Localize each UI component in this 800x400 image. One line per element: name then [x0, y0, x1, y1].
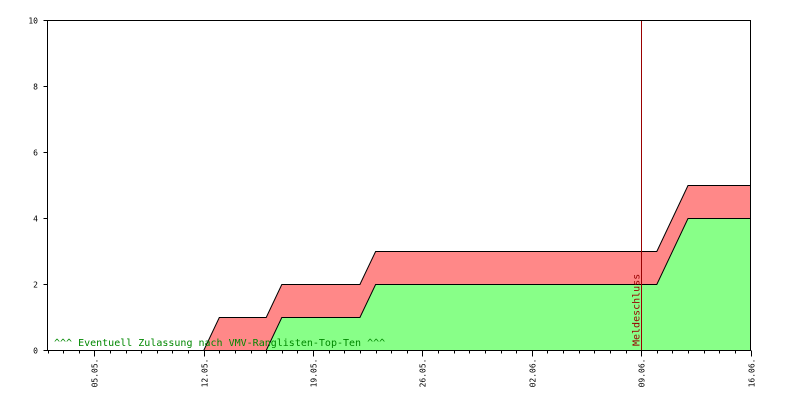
y-tick-label: 4: [33, 215, 38, 224]
y-tick-label: 10: [28, 17, 38, 26]
x-tick-label: 16.06.: [748, 359, 757, 388]
y-tick-label: 0: [33, 347, 38, 356]
x-tick-label: 19.05.: [310, 359, 319, 388]
deadline-marker: Meldeschluss: [632, 20, 643, 351]
plot-frame: [47, 20, 751, 351]
x-tick-label: 09.06.: [638, 359, 647, 388]
y-axis: 0 2 4 6 8 10: [28, 17, 48, 356]
series-areas: [47, 185, 751, 351]
x-tick-label: 05.05.: [91, 359, 100, 388]
series-line-1: [47, 218, 751, 351]
y-tick-label: 2: [33, 281, 38, 290]
y-tick-label: 8: [33, 83, 38, 92]
annotation-text: ^^^ Eventuell Zulassung nach VMV-Ranglis…: [54, 338, 385, 349]
x-axis: 05.05. 12.05. 19.05. 26.05. 02.06. 09.06. 16.0…: [48, 350, 757, 388]
series-line-0: [47, 185, 751, 351]
x-tick-label: 26.05.: [419, 359, 428, 388]
y-tick-label: 6: [33, 149, 38, 158]
deadline-label: Meldeschluss: [632, 274, 643, 346]
x-tick-label: 12.05.: [201, 359, 210, 388]
x-tick-label: 02.06.: [529, 359, 538, 388]
